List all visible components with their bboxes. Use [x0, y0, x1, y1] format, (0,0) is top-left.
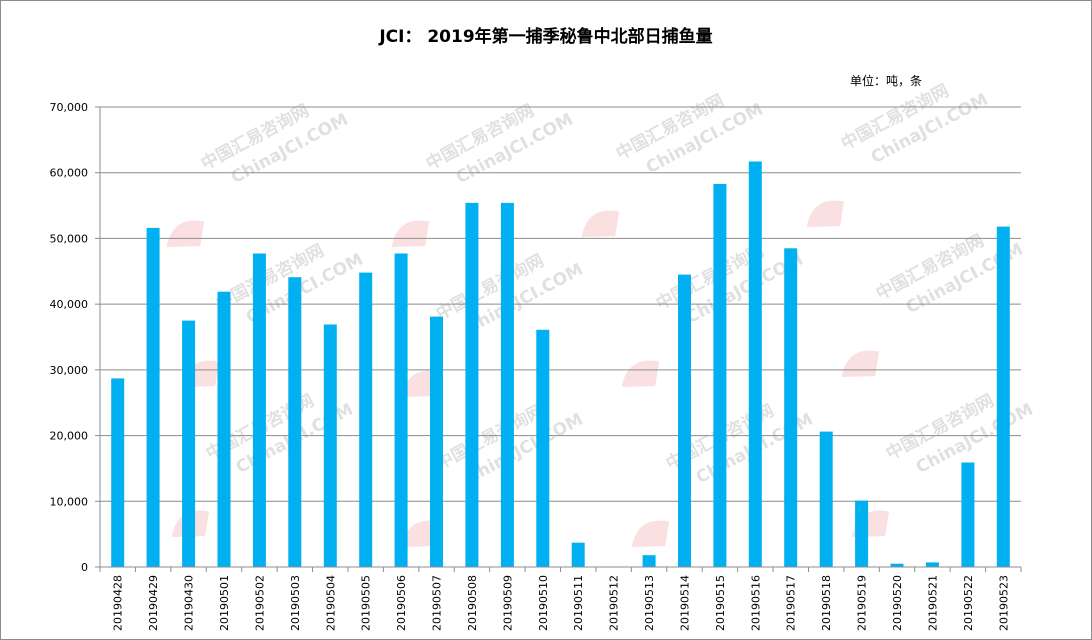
bar	[784, 248, 798, 568]
x-tick-label: 20190513	[643, 575, 656, 631]
bar	[855, 500, 869, 567]
unit-label: 单位：吨，条	[849, 74, 922, 88]
bar	[111, 378, 125, 567]
bar	[146, 227, 160, 567]
x-tick-label: 20190522	[962, 575, 975, 631]
y-tick-label: 10,000	[50, 495, 89, 508]
bar	[182, 320, 196, 567]
watermark-logo-shape	[391, 220, 430, 248]
x-tick-label: 20190519	[856, 575, 869, 631]
x-tick-label: 20190507	[431, 575, 444, 631]
bar	[678, 274, 691, 567]
chart-title: JCI： 2019年第一捕季秘鲁中北部日捕鱼量	[379, 27, 713, 47]
axes	[99, 107, 1022, 572]
watermark-logo-shape	[851, 510, 890, 538]
y-tick-label: 30,000	[50, 364, 89, 377]
x-tick-label: 20190501	[218, 575, 231, 631]
y-tick-label: 0	[81, 561, 88, 574]
bar	[713, 183, 727, 567]
y-tick-label: 50,000	[50, 232, 89, 245]
x-tick-label: 20190505	[360, 575, 373, 631]
x-tick-label: 20190512	[608, 575, 621, 631]
watermark-logo-shape	[621, 360, 660, 388]
watermark-logo-shape	[806, 200, 845, 228]
x-tick-label: 20190509	[501, 575, 514, 631]
bar	[288, 277, 302, 567]
bar	[465, 202, 479, 567]
bar	[642, 555, 656, 567]
y-tick-label: 20,000	[50, 430, 89, 443]
bar	[359, 272, 373, 567]
y-tick-labels: 0 10,000 20,000 30,000 40,000 50,000 60,000 70,…	[50, 101, 89, 574]
bars	[111, 161, 1010, 568]
bar	[536, 329, 550, 567]
bar	[890, 563, 904, 567]
x-tick-label: 20190506	[395, 575, 408, 631]
bar	[571, 542, 585, 567]
bar	[323, 324, 337, 567]
bar	[217, 291, 231, 567]
x-tick-label: 20190518	[820, 575, 833, 631]
x-tick-label: 20190502	[253, 575, 266, 631]
bar	[996, 226, 1010, 567]
x-tick-label: 20190429	[147, 575, 160, 631]
bar	[500, 202, 514, 567]
y-tick-label: 40,000	[50, 298, 89, 311]
bar	[252, 253, 266, 567]
x-tick-label: 20190504	[324, 575, 337, 631]
x-tick-label: 20190523	[997, 575, 1010, 631]
x-tick-label: 20190521	[926, 575, 939, 631]
watermark-logo-shape	[401, 370, 440, 398]
bar	[961, 462, 975, 567]
x-tick-label: 20190503	[289, 575, 302, 631]
x-tick-label: 20190508	[466, 575, 479, 631]
bar	[394, 253, 408, 567]
x-tick-label: 20190430	[183, 575, 196, 631]
y-tick-label: 60,000	[50, 167, 89, 180]
x-tick-label: 20190516	[749, 575, 762, 631]
x-tick-label: 20190515	[714, 575, 727, 631]
watermark-logo-shape	[166, 220, 205, 248]
x-tick-label: 20190510	[537, 575, 550, 631]
x-tick-label: 20190428	[112, 575, 125, 631]
watermark-logo-shape	[581, 210, 620, 238]
x-tick-label: 20190514	[679, 575, 692, 631]
watermark-logo-shape	[631, 520, 670, 548]
bar	[430, 316, 443, 567]
bar	[819, 431, 833, 567]
watermark-logo-shape	[841, 350, 880, 378]
x-tick-labels: 20190428 20190429 20190430 20190501 20190502…	[112, 575, 1011, 631]
x-tick-label: 20190511	[572, 575, 585, 631]
y-tick-label: 70,000	[50, 101, 89, 114]
bar	[925, 562, 939, 567]
x-tick-label: 20190520	[891, 575, 904, 631]
watermark-logo-shape	[401, 520, 440, 548]
x-tick-label: 20190517	[785, 575, 798, 631]
bar	[748, 161, 762, 567]
